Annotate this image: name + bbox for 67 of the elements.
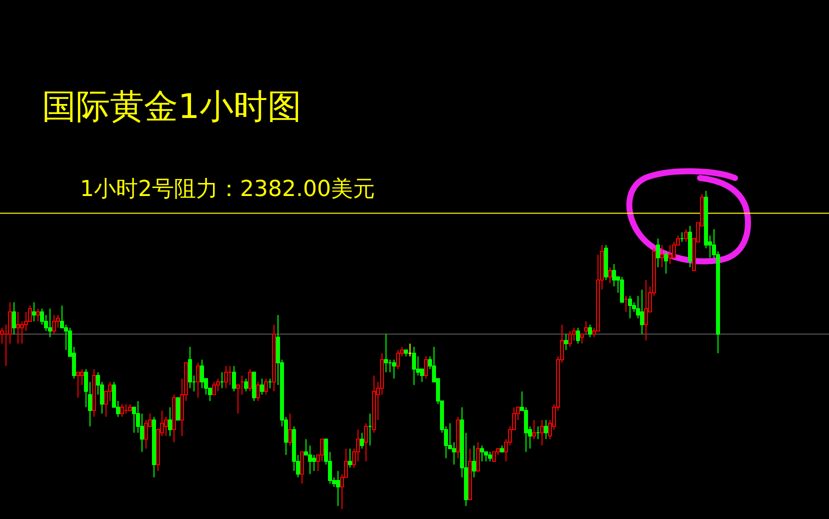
candlestick [308,444,312,475]
candlestick [576,327,580,344]
candlestick [524,406,528,452]
candlestick [684,228,688,242]
candlestick [584,320,588,335]
candlestick [544,420,548,440]
chart-title: 国际黄金1小时图 [42,87,302,127]
candlestick [32,302,36,322]
candlestick [16,311,20,344]
candlestick [232,365,236,392]
candlestick [620,276,624,303]
candlestick [664,250,668,274]
candlestick [348,448,352,468]
candlestick [188,346,192,389]
candlestick [248,368,252,392]
candlestick [364,422,368,462]
candlestick [644,280,648,341]
candlestick [640,289,644,335]
candlestick [200,359,204,389]
candlestick [260,378,264,396]
candlestick [492,451,496,462]
candlestick [656,238,660,268]
candlestick [628,295,632,319]
candlestick [452,442,456,466]
candlestick [412,346,416,386]
candlestick [360,432,364,450]
candlestick [392,359,396,380]
candlestick [224,365,228,389]
candlestick [212,381,216,396]
candlestick [532,420,536,440]
candlestick [540,420,544,446]
candlestick [76,372,80,398]
candlestick [52,314,56,335]
candlestick [244,378,248,392]
candlestick [612,264,616,287]
candlestick [564,334,568,351]
candlestick [608,266,612,284]
candlestick [288,413,292,446]
candlestick [256,381,260,402]
candlestick [48,308,52,338]
candlestick [384,334,388,373]
candlestick [264,378,268,396]
candlestick [312,454,316,472]
candlestick [320,438,324,462]
candlestick [168,406,172,436]
candlestick [300,451,304,484]
candlestick [472,444,476,478]
candlestick [476,442,480,472]
candlestick [108,381,112,402]
candlestick [668,244,672,265]
candlestick [424,356,428,380]
candlestick [568,330,572,348]
candlestick [80,368,84,386]
candlestick [144,420,148,450]
candlestick [480,444,484,462]
candlestick [660,244,664,268]
candlestick [120,404,124,418]
candlestick [396,350,400,370]
candlestick [36,308,40,322]
candlestick [216,378,220,392]
candlestick [12,302,16,335]
candlestick [336,470,340,506]
ref-line-label: 1小时2号阻力：2382.00美元 [80,177,375,202]
candlestick [588,324,592,338]
candlestick [488,451,492,462]
candlestick [196,362,200,398]
candlestick [176,397,180,421]
